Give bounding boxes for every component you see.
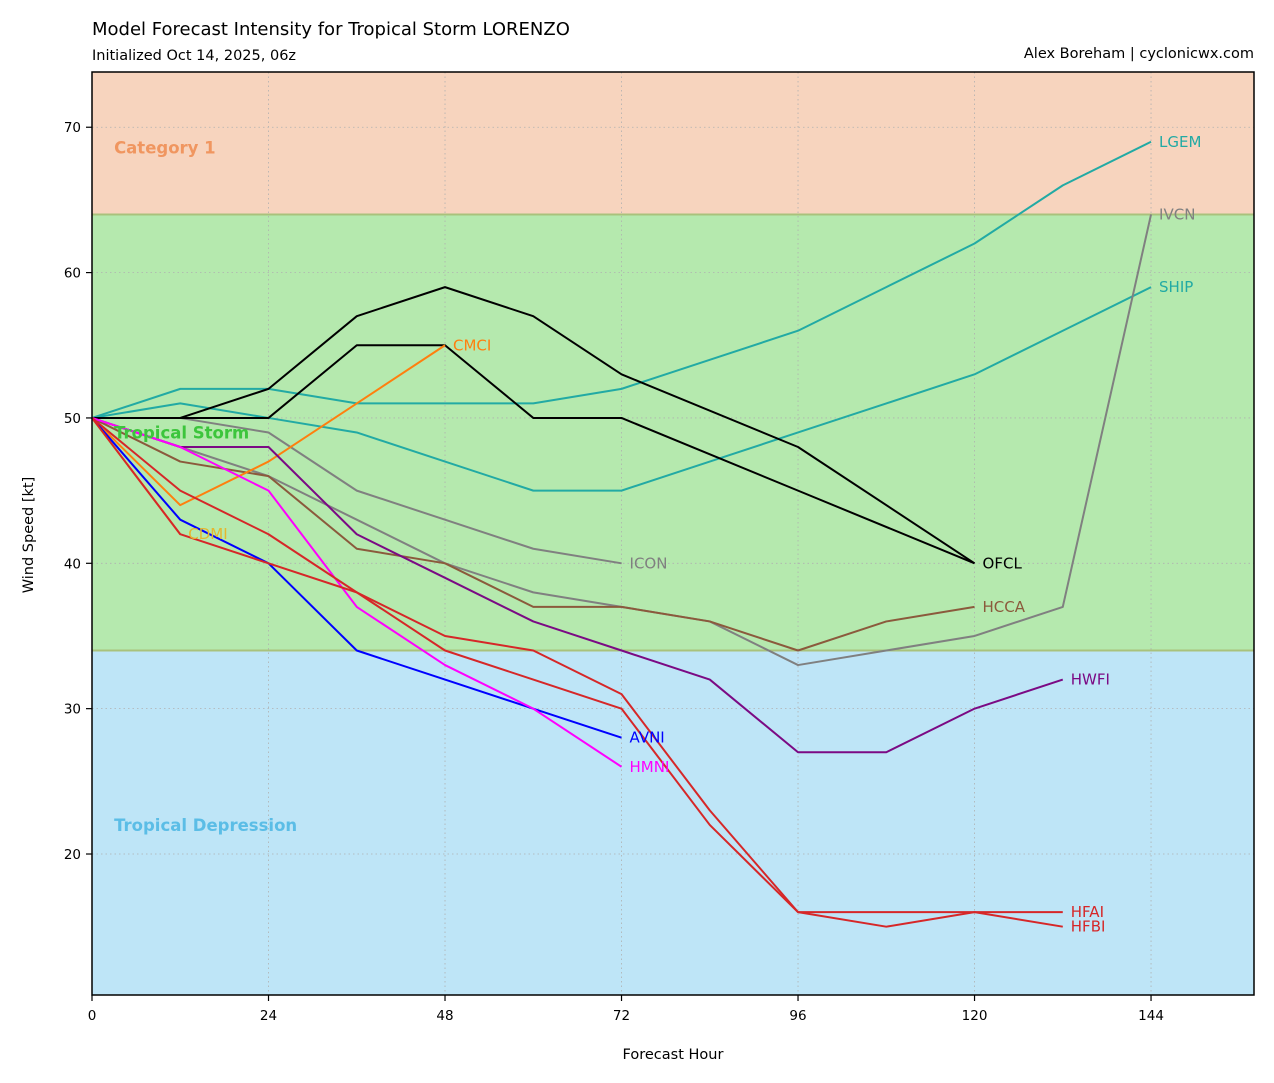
band-tropical-storm: [92, 214, 1254, 651]
y-axis-label: Wind Speed [kt]: [21, 477, 37, 594]
series-line-ofcl: [92, 286, 976, 565]
x-tick-label: 0: [88, 1008, 97, 1024]
series-label-hwfi: HWFI: [1071, 671, 1110, 689]
x-tick-label: 96: [789, 1008, 806, 1024]
chart-title: Model Forecast Intensity for Tropical St…: [92, 19, 570, 40]
series-lines: [91, 140, 1153, 928]
series-label-lgem: LGEM: [1159, 133, 1201, 151]
series-label-hcca: HCCA: [983, 598, 1026, 616]
intensity-bands: [92, 72, 1254, 995]
series-label-hfbi: HFBI: [1071, 918, 1106, 936]
series-labels: LGEM SHIP IVCN ICON HCCA OFCL CMCI CDMI HWFI AVNI…: [188, 133, 1201, 936]
series-label-avni: AVNI: [630, 729, 665, 747]
series-label-cdmi: CDMI: [188, 525, 227, 543]
y-tick-label: 70: [64, 120, 81, 136]
plot-frame: [91, 71, 1255, 996]
series-label-hmni: HMNI: [630, 758, 670, 776]
x-axis-label: Forecast Hour: [623, 1047, 724, 1063]
band-labels: Tropical Depression Tropical Storm Categor…: [114, 139, 297, 835]
y-tick-label: 40: [64, 556, 81, 572]
series-line-hfai: [91, 417, 1063, 914]
y-tick-label: 30: [64, 702, 81, 718]
series-label-icon: ICON: [630, 554, 668, 572]
series-line-cmci: [91, 344, 446, 507]
band-category-1: [92, 72, 1254, 215]
band-label-tropical-storm: Tropical Storm: [114, 423, 249, 442]
x-tick-label: 24: [260, 1008, 277, 1024]
axis-ticks: 0 24 48 72 96 120 144 20 30 40 50 60 70: [64, 120, 1164, 1024]
y-tick-label: 50: [64, 411, 81, 427]
x-tick-label: 48: [436, 1008, 453, 1024]
series-label-ofcl: OFCL: [983, 554, 1023, 572]
x-tick-label: 72: [613, 1008, 630, 1024]
x-tick-label: 144: [1138, 1008, 1164, 1024]
series-line-hmni: [91, 416, 623, 768]
series-label-ivcn: IVCN: [1159, 205, 1195, 223]
series-line-hfbi: [91, 417, 1063, 928]
series-line-hwfi: [91, 416, 1064, 754]
series-label-ship: SHIP: [1159, 278, 1193, 296]
series-label-hfai: HFAI: [1071, 903, 1104, 921]
series-label-cmci: CMCI: [453, 336, 491, 354]
band-label-tropical-depression: Tropical Depression: [114, 816, 297, 835]
chart-subtitle: Initialized Oct 14, 2025, 06z: [92, 48, 296, 64]
band-label-category-1: Category 1: [114, 139, 216, 158]
chart-credit: Alex Boreham | cyclonicwx.com: [1024, 46, 1254, 62]
band-tropical-depression: [92, 650, 1254, 995]
x-tick-label: 120: [962, 1008, 988, 1024]
series-line-hcca: [91, 417, 975, 652]
y-tick-label: 20: [64, 847, 81, 863]
y-tick-label: 60: [64, 266, 81, 282]
